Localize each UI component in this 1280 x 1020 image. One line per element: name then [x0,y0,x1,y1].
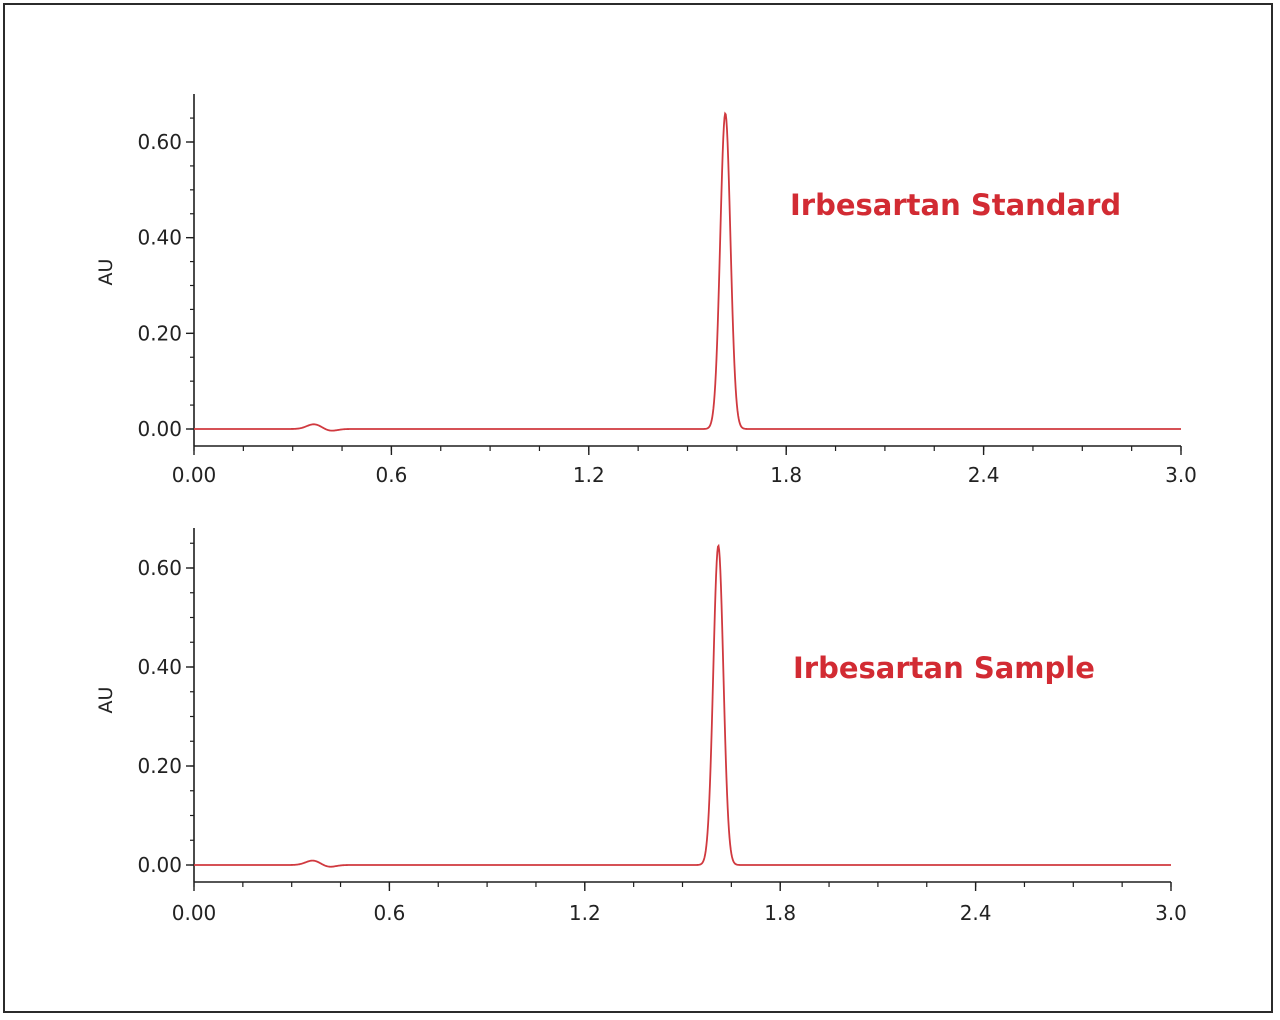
x-tick-label: 0.6 [373,901,405,925]
x-tick-label: 0.6 [375,463,407,487]
x-tick-label: 1.2 [573,463,605,487]
y-tick-label: 0.20 [137,321,182,345]
chart-annotation-sample: Irbesartan Sample [793,651,1095,685]
chart-panel-standard: AU Irbesartan Standard 0.00 0.20 0.40 0.60 0… [95,94,1197,487]
y-tick-label: 0.60 [137,130,182,154]
y-tick-label: 0.00 [137,417,182,441]
x-tick-label: 1.8 [764,901,796,925]
x-tick-label: 2.4 [968,463,1000,487]
y-axis-title: AU [95,259,117,286]
x-tick-label: 1.2 [569,901,601,925]
x-tick-label: 2.4 [960,901,992,925]
x-tick-label: 3.0 [1165,463,1197,487]
x-tick-label: 0.00 [172,901,217,925]
chart-annotation-standard: Irbesartan Standard [790,188,1121,222]
chart-panel-sample: AU Irbesartan Sample 0.00 0.20 0.40 0.60 0.0… [95,528,1187,925]
y-tick-label: 0.20 [137,754,182,778]
x-tick-label: 0.00 [172,463,217,487]
y-tick-label: 0.40 [137,655,182,679]
chromatogram-trace [194,111,1181,432]
y-tick-label: 0.00 [137,853,182,877]
figure-frame [3,3,1273,1013]
chromatogram-trace [194,543,1171,868]
x-tick-label: 3.0 [1155,901,1187,925]
y-tick-label: 0.40 [137,226,182,250]
x-tick-label: 1.8 [770,463,802,487]
y-tick-label: 0.60 [137,556,182,580]
y-axis-title: AU [95,687,117,714]
